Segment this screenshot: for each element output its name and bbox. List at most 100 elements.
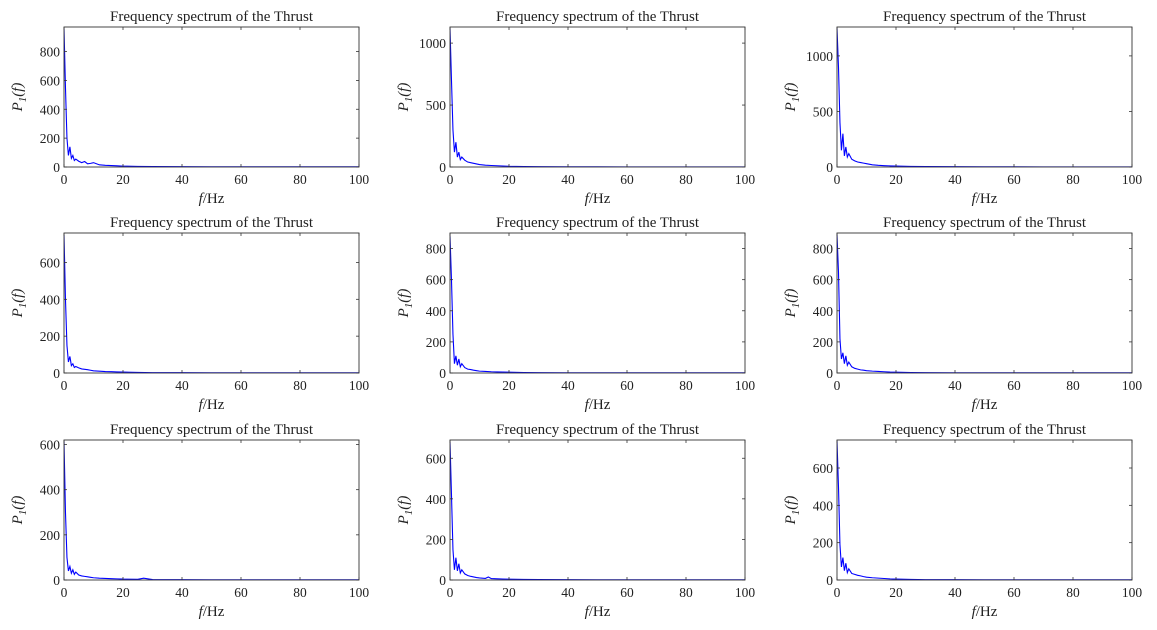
y-axis-variable: P xyxy=(783,308,799,318)
spectrum-series-line xyxy=(837,234,1132,373)
x-tick-label: 0 xyxy=(834,378,841,393)
y-axis-variable: P xyxy=(396,102,412,112)
y-axis-subscript: 1 xyxy=(17,510,29,516)
y-tick-label: 600 xyxy=(813,273,834,288)
y-axis-label: P1(f) xyxy=(783,83,802,113)
y-tick-label: 600 xyxy=(426,451,447,466)
x-axis-variable: f xyxy=(585,191,591,207)
x-tick-label: 80 xyxy=(1066,172,1080,187)
x-tick-label: 40 xyxy=(948,172,962,187)
x-tick-label: 20 xyxy=(116,172,130,187)
y-tick-label: 500 xyxy=(426,98,447,113)
spectrum-series-line xyxy=(837,28,1132,167)
x-tick-label: 60 xyxy=(234,172,248,187)
x-tick-label: 0 xyxy=(447,585,454,600)
x-tick-label: 20 xyxy=(116,585,130,600)
subplot-5: Frequency spectrum of the Thrust 0 20 40 60 8… xyxy=(396,215,755,413)
subplot-title: Frequency spectrum of the Thrust xyxy=(883,422,1087,438)
y-tick-label: 600 xyxy=(40,438,61,453)
x-axis-variable: f xyxy=(199,604,205,620)
x-tick-label: 80 xyxy=(293,378,307,393)
subplot-9: Frequency spectrum of the Thrust 0 20 40 60 8… xyxy=(783,422,1142,620)
y-tick-label: 1000 xyxy=(806,49,833,64)
y-tick-label: 0 xyxy=(826,160,833,175)
y-axis-variable: P xyxy=(10,515,26,525)
x-tick-label: 40 xyxy=(948,378,962,393)
x-axis-variable: f xyxy=(199,191,205,207)
y-tick-label: 400 xyxy=(40,102,61,117)
x-tick-label: 80 xyxy=(1066,378,1080,393)
x-tick-label: 0 xyxy=(61,172,68,187)
y-tick-label: 600 xyxy=(40,73,61,88)
spectrum-series-line xyxy=(64,441,359,580)
y-tick-label: 0 xyxy=(53,573,60,588)
x-tick-label: 80 xyxy=(1066,585,1080,600)
x-tick-label: 0 xyxy=(834,172,841,187)
x-axis-unit: /Hz xyxy=(589,191,611,207)
y-axis-variable: P xyxy=(783,102,799,112)
x-tick-label: 80 xyxy=(293,585,307,600)
y-axis-subscript: 1 xyxy=(17,303,29,309)
x-tick-label: 100 xyxy=(349,378,370,393)
y-tick-label: 800 xyxy=(40,45,61,60)
y-axis-argument: (f) xyxy=(396,496,412,510)
x-tick-label: 60 xyxy=(620,172,634,187)
x-tick-label: 40 xyxy=(561,585,575,600)
x-tick-label: 60 xyxy=(620,378,634,393)
x-axis-unit: /Hz xyxy=(203,604,225,620)
x-tick-label: 60 xyxy=(1007,172,1021,187)
y-axis-subscript: 1 xyxy=(17,97,29,103)
y-axis-argument: (f) xyxy=(783,289,799,303)
y-axis-argument: (f) xyxy=(783,496,799,510)
x-tick-label: 80 xyxy=(293,172,307,187)
y-axis-argument: (f) xyxy=(10,83,26,97)
spectrum-series-line xyxy=(450,442,745,580)
y-tick-label: 200 xyxy=(813,536,834,551)
y-tick-label: 400 xyxy=(813,304,834,319)
x-tick-label: 60 xyxy=(620,585,634,600)
x-tick-label: 80 xyxy=(679,378,693,393)
y-tick-label: 0 xyxy=(826,573,833,588)
axes-frame xyxy=(63,232,360,374)
x-tick-label: 40 xyxy=(561,378,575,393)
axes-frame xyxy=(449,26,746,168)
subplot-title: Frequency spectrum of the Thrust xyxy=(883,9,1087,25)
x-tick-label: 20 xyxy=(502,585,516,600)
spectrum-series-line xyxy=(837,440,1132,580)
x-tick-label: 40 xyxy=(175,378,189,393)
x-axis-label: f/Hz xyxy=(585,397,611,413)
x-tick-label: 40 xyxy=(175,172,189,187)
x-tick-label: 0 xyxy=(834,585,841,600)
axes-frame xyxy=(836,232,1133,374)
y-tick-label: 500 xyxy=(813,104,834,119)
x-axis-variable: f xyxy=(585,604,591,620)
subplot-8: Frequency spectrum of the Thrust 0 20 40 60 8… xyxy=(396,422,755,620)
x-tick-label: 0 xyxy=(61,378,68,393)
x-axis-unit: /Hz xyxy=(976,397,998,413)
y-tick-label: 800 xyxy=(426,242,447,257)
y-tick-label: 200 xyxy=(40,329,61,344)
y-axis-label: P1(f) xyxy=(783,289,802,319)
x-tick-label: 20 xyxy=(116,378,130,393)
x-tick-label: 20 xyxy=(889,378,903,393)
spectrum-series-line xyxy=(64,234,359,373)
axes-frame xyxy=(449,232,746,374)
x-tick-label: 20 xyxy=(889,172,903,187)
y-tick-label: 0 xyxy=(53,160,60,175)
y-axis-subscript: 1 xyxy=(790,97,802,103)
y-tick-label: 800 xyxy=(813,242,834,257)
x-tick-label: 0 xyxy=(447,378,454,393)
y-axis-argument: (f) xyxy=(396,289,412,303)
y-tick-label: 0 xyxy=(439,160,446,175)
spectrum-series-line xyxy=(450,236,745,373)
subplot-2: Frequency spectrum of the Thrust 0 20 40 60 8… xyxy=(396,9,755,207)
y-axis-subscript: 1 xyxy=(790,303,802,309)
x-tick-label: 60 xyxy=(1007,378,1021,393)
x-axis-unit: /Hz xyxy=(976,604,998,620)
axes-frame xyxy=(63,439,360,581)
x-tick-label: 100 xyxy=(349,585,370,600)
x-tick-label: 60 xyxy=(1007,585,1021,600)
y-axis-argument: (f) xyxy=(10,496,26,510)
axes-frame xyxy=(836,26,1133,168)
